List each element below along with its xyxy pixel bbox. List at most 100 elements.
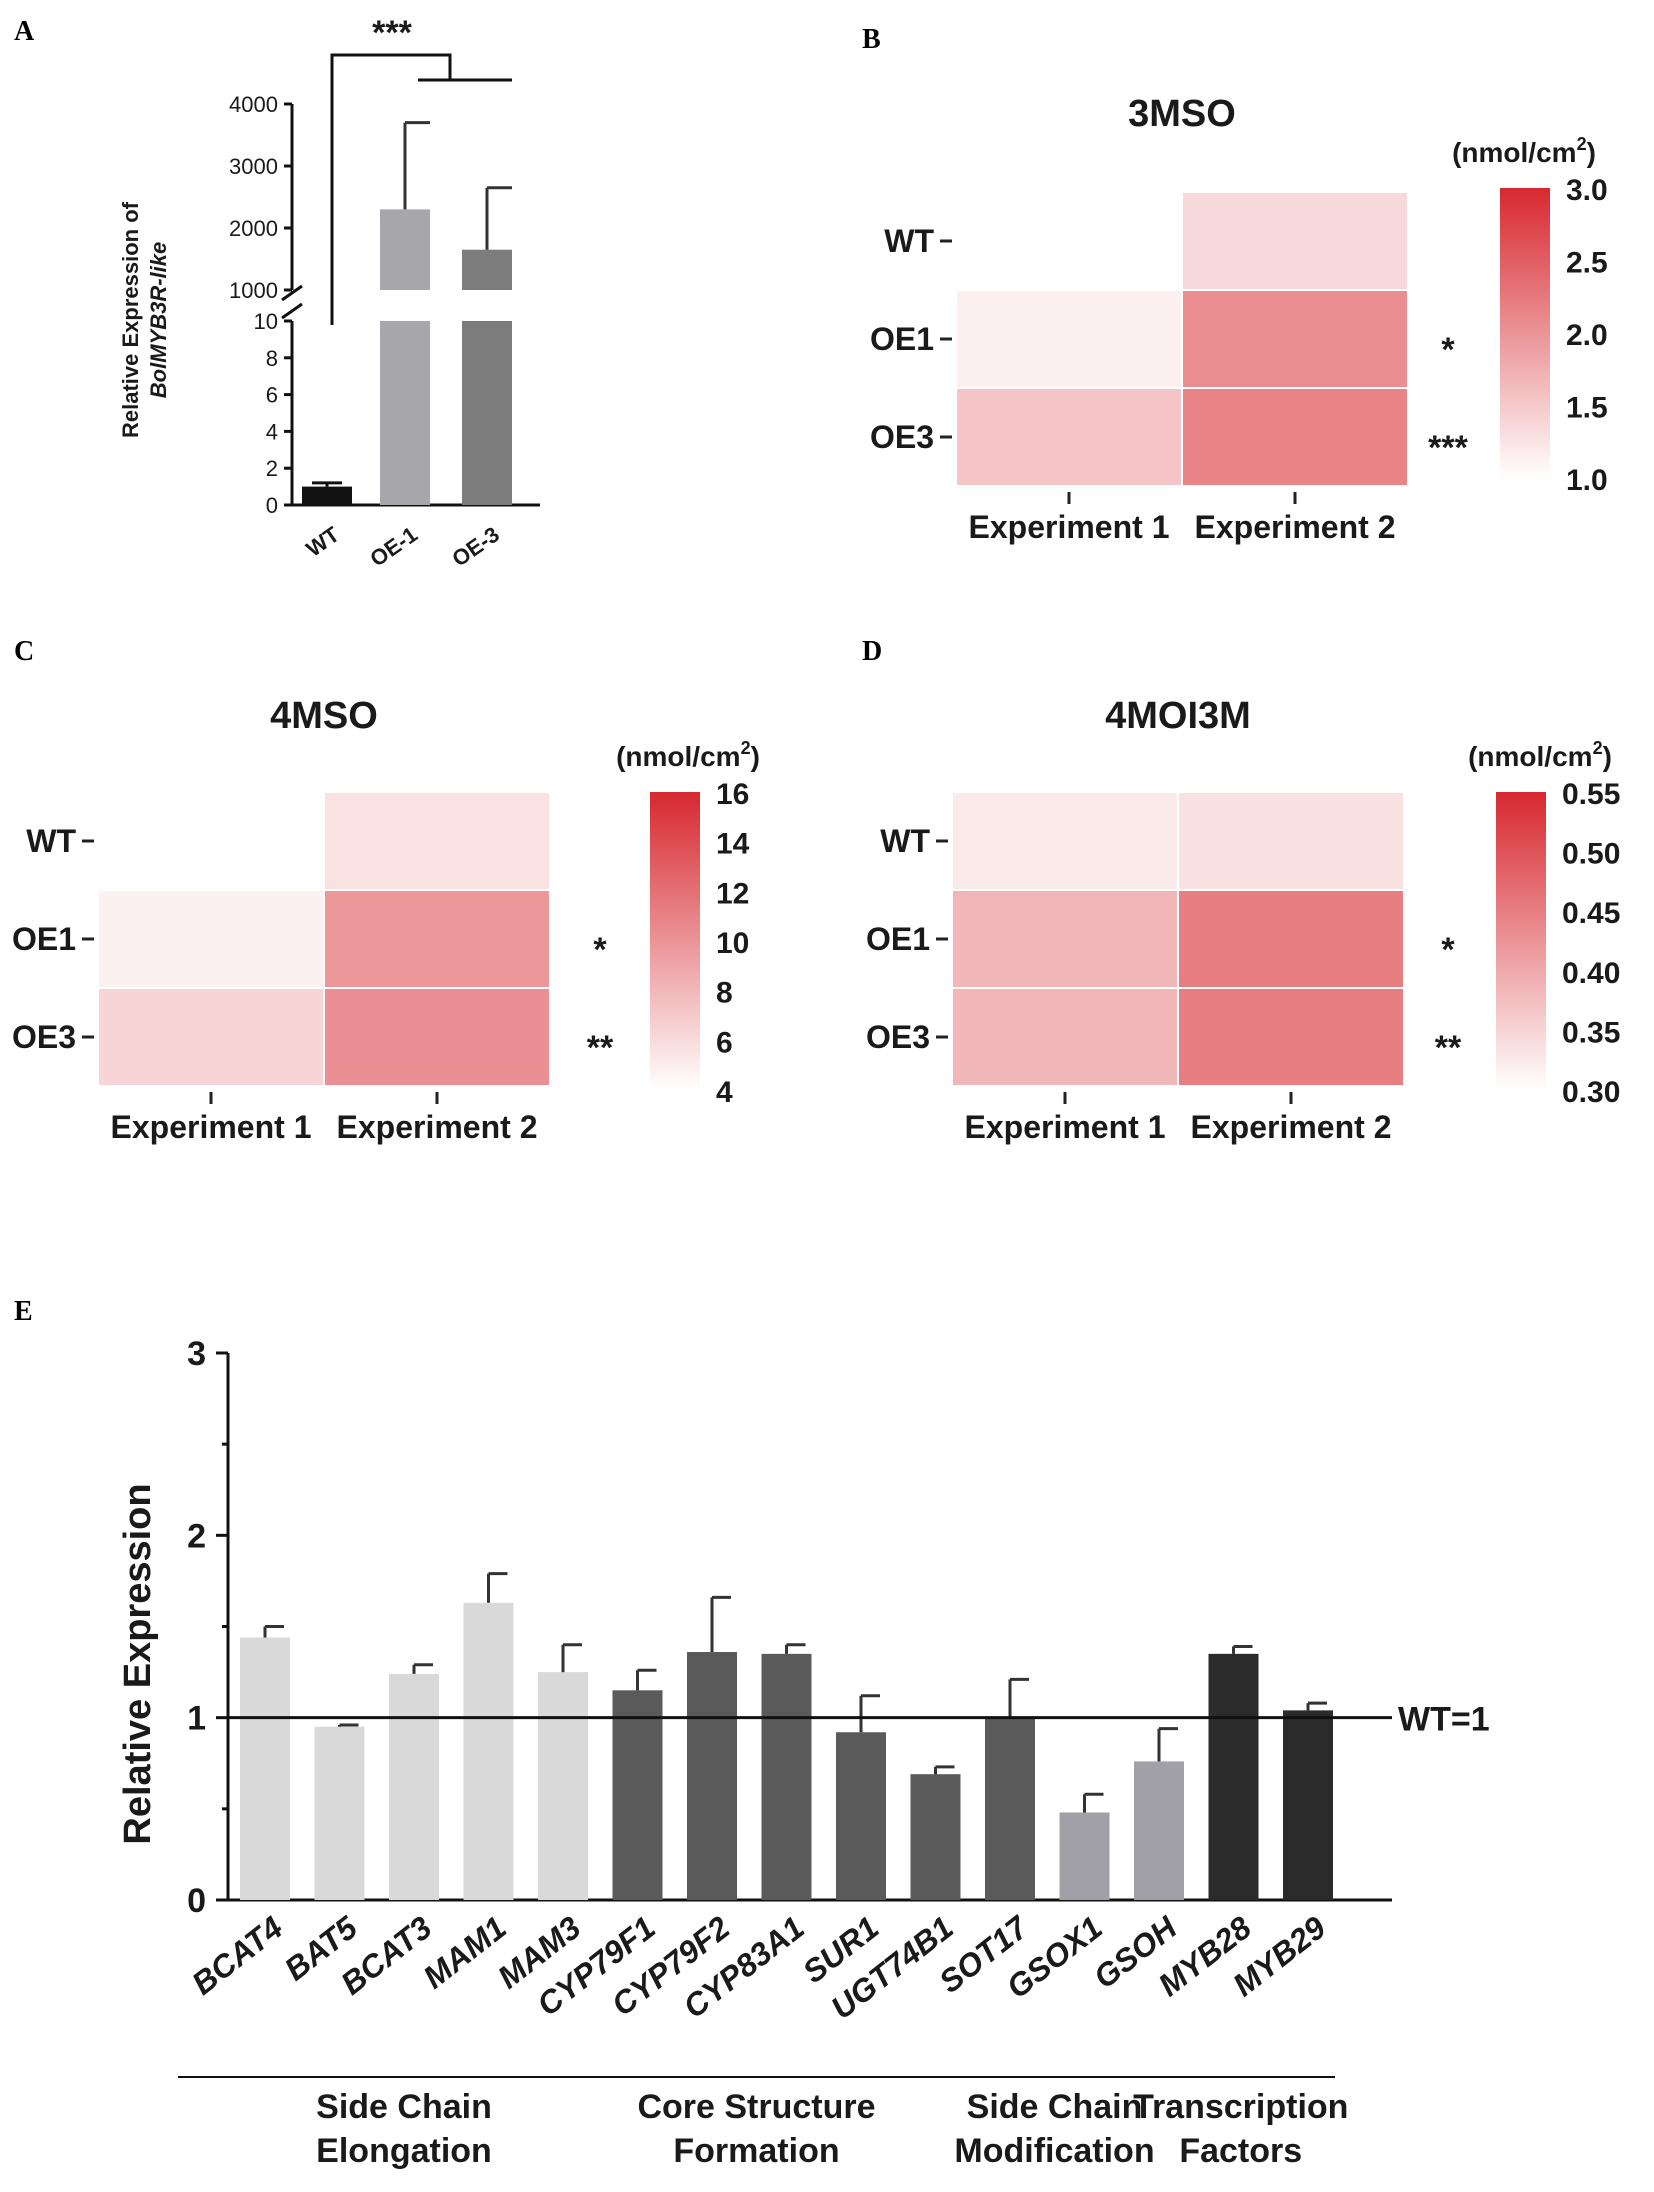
panel-e-bar-BCAT4	[240, 1637, 290, 1900]
panel-e-error-bar-CYP79F2	[710, 1595, 731, 1653]
panel-e-group-1-line1: Side Chain	[316, 2088, 492, 2126]
panel-e-bar-BCAT3	[389, 1673, 439, 1900]
panel-e-bar-SOT17	[985, 1717, 1035, 1900]
panel-letter-a: A	[14, 16, 35, 47]
panel-e: E Relative Expression 0123BCAT4BAT5BCAT3…	[14, 1296, 1490, 2170]
heatmap-b-cells	[955, 191, 1409, 487]
panel-e-bar-GSOX1	[1059, 1812, 1110, 1900]
heatmap-b-colorbar-tick: 2.5	[1566, 247, 1608, 280]
heatmap-d-cell-WT-1	[951, 791, 1179, 891]
panel-e-bar-UGT74B1	[910, 1774, 961, 1900]
panel-e-error-bar-BAT5	[338, 1723, 359, 1727]
heatmap-b-colorbar-tick: 2.0	[1566, 319, 1608, 352]
heatmap-c-col-2: Experiment 2	[337, 1109, 538, 1145]
heatmap-d-colorbar-tick: 0.45	[1562, 897, 1620, 930]
panel-e-bar-CYP83A1	[761, 1653, 812, 1900]
heatmap-c-cell-OE3-1	[97, 987, 325, 1087]
panel-a-axes: 0 2 4 6 8 10 1000 2000 3000 4000	[229, 92, 540, 518]
panel-a-ytick-label: 2	[266, 456, 278, 481]
heatmap-b-col-2: Experiment 2	[1195, 509, 1396, 545]
heatmap-d-cell-OE1-1	[951, 889, 1179, 989]
panel-a-bar-OE-1-upper	[380, 209, 430, 290]
heatmap-c-cell-OE3-2	[323, 987, 551, 1087]
panel-e-error-bar-MYB28	[1232, 1645, 1253, 1654]
panel-a-bracket-line	[330, 53, 512, 325]
heatmap-c-cell-OE1-2	[323, 889, 551, 989]
panel-a-error-bar	[403, 121, 430, 210]
panel-a: A Relative Expression of BolMYB3R-like 0…	[14, 14, 540, 572]
panel-d: D 4MOI3M WT OE1 * OE3 ** Experiment 1 Experimen…	[862, 636, 1620, 1145]
heatmap-c-significance-OE1: *	[593, 931, 607, 969]
heatmap-c-title: 4MSO	[270, 695, 378, 737]
panel-a-bar-WT	[302, 486, 352, 505]
heatmap-b-significance-OE3: ***	[1428, 429, 1468, 467]
heatmap-b-cell-OE3-2	[1181, 387, 1409, 487]
panel-a-ytick-label: 4	[266, 419, 278, 444]
panel-e-ytick-label: 3	[187, 1335, 206, 1373]
panel-e-xtick-MAM1: MAM1	[416, 1909, 512, 1995]
panel-a-bar-OE-3-lower	[462, 321, 512, 505]
panel-a-bars	[302, 121, 512, 505]
heatmap-c-colorbar-tick: 10	[716, 927, 749, 960]
heatmap-d-row-OE1: OE1	[866, 921, 930, 957]
panel-a-xtick-OE-3: OE-3	[447, 522, 503, 572]
heatmap-d-cells	[951, 791, 1405, 1087]
heatmap-d-title: 4MOI3M	[1105, 695, 1251, 737]
heatmap-b-cell-OE1-1	[955, 289, 1183, 389]
panel-a-ytick-label: 0	[266, 493, 278, 518]
panel-e-group-3-line1: Side Chain	[967, 2088, 1143, 2126]
panel-e-bar-BAT5	[314, 1726, 365, 1900]
panel-e-error-bar-SOT17	[1008, 1677, 1029, 1718]
panel-e-error-bar-MAM3	[561, 1643, 582, 1673]
panel-a-ytick-label: 10	[254, 309, 278, 334]
heatmap-c-colorbar-tick: 16	[716, 778, 749, 811]
panel-a-bar-OE-3-upper	[462, 249, 512, 290]
panel-e-bar-MAM1	[463, 1602, 514, 1900]
panel-letter-e: E	[14, 1296, 33, 1327]
panel-e-ytick-label: 2	[187, 1517, 206, 1555]
panel-c: C 4MSO WT OE1 * OE3 ** Experiment 1 Experiment …	[12, 636, 760, 1145]
heatmap-c-cell-WT-2	[323, 791, 551, 891]
panel-e-bar-CYP79F2	[687, 1652, 737, 1900]
panel-e-group-2-line1: Core Structure	[637, 2088, 875, 2126]
heatmap-c-unit: (nmol/cm2)	[616, 738, 760, 772]
panel-e-ytick-label: 1	[187, 1700, 206, 1738]
heatmap-d-col-2: Experiment 2	[1191, 1109, 1392, 1145]
heatmap-c: 4MSO WT OE1 * OE3 ** Experiment 1 Experiment 2 1…	[12, 695, 760, 1145]
panel-a-xtick-WT: WT	[302, 521, 345, 561]
panel-e-bar-SUR1	[836, 1732, 886, 1900]
panel-e-error-bar-CYP79F1	[636, 1668, 657, 1691]
heatmap-b-colorbar-tick: 1.5	[1566, 392, 1608, 425]
panel-e-group-2-line2: Formation	[673, 2132, 839, 2170]
panel-a-error-bar	[485, 186, 512, 250]
heatmap-d-colorbar-tick: 0.50	[1562, 838, 1620, 871]
heatmap-b-row-OE3: OE3	[870, 419, 934, 455]
heatmap-b-row-WT: WT	[884, 223, 934, 259]
heatmap-d-col-1: Experiment 1	[965, 1109, 1166, 1145]
panel-e-bar-MAM3	[538, 1672, 588, 1900]
panel-a-x-ticks: WT OE-1 OE-3	[302, 521, 504, 571]
heatmap-d-colorbar-tick: 0.55	[1562, 778, 1620, 811]
heatmap-d-cell-OE3-1	[951, 987, 1179, 1087]
heatmap-c-colorbar-tick: 8	[716, 977, 733, 1010]
panel-e-group-3-line2: Modification	[954, 2132, 1154, 2170]
panel-e-group-4-line1: Transcription	[1133, 2088, 1348, 2126]
panel-e-bar-MYB28	[1208, 1653, 1259, 1900]
panel-e-error-bar-SUR1	[859, 1694, 880, 1733]
heatmap-d-row-OE3: OE3	[866, 1019, 930, 1055]
heatmap-b-row-OE1: OE1	[870, 321, 934, 357]
panel-a-ytick-label: 3000	[229, 154, 278, 179]
heatmap-d-row-WT: WT	[880, 823, 930, 859]
heatmap-d-cell-OE1-2	[1177, 889, 1405, 989]
panel-e-error-bar-MYB29	[1306, 1701, 1327, 1711]
heatmap-d-colorbar	[1496, 792, 1546, 1090]
heatmap-d-cell-OE3-2	[1177, 987, 1405, 1087]
heatmap-d-colorbar-tick: 0.35	[1562, 1016, 1620, 1049]
panel-a-error-bar	[312, 481, 342, 487]
panel-e-error-bar-BCAT3	[412, 1663, 433, 1674]
heatmap-d-colorbar-tick: 0.30	[1562, 1076, 1620, 1109]
heatmap-b-colorbar-tick: 3.0	[1566, 174, 1608, 207]
panel-a-ylabel-gene: BolMYB3R-like	[146, 242, 171, 398]
heatmap-c-cells	[97, 791, 551, 1087]
